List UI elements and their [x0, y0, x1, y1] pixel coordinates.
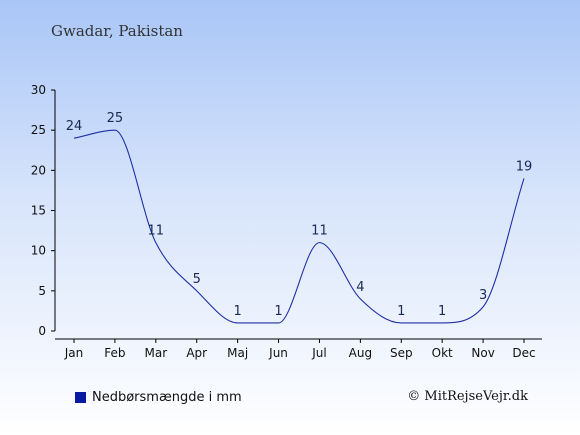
data-label: 1 [438, 304, 446, 319]
data-label: 11 [311, 224, 328, 239]
chart-title: Gwadar, Pakistan [51, 22, 183, 40]
legend: Nedbørsmængde i mm [75, 390, 242, 405]
x-tick-label: Maj [227, 346, 248, 360]
x-tick-label: Jun [268, 346, 288, 360]
y-tick-label: 30 [31, 83, 46, 97]
data-label: 11 [148, 224, 165, 239]
legend-label: Nedbørsmængde i mm [92, 390, 242, 405]
legend-swatch [75, 392, 86, 403]
x-tick-label: Jan [64, 346, 84, 360]
x-tick-label: Mar [144, 346, 167, 360]
series-line [73, 129, 525, 324]
y-tick-label: 10 [31, 244, 46, 258]
data-label: 3 [479, 288, 487, 303]
data-label: 24 [66, 119, 83, 134]
x-tick-label: Nov [471, 346, 494, 360]
data-label: 1 [274, 304, 282, 319]
y-tick-label: 0 [38, 324, 46, 338]
y-tick-label: 15 [31, 204, 46, 218]
y-tick-label: 25 [31, 123, 46, 137]
x-tick-label: Okt [432, 346, 453, 360]
x-tick-label: Dec [512, 346, 535, 360]
copyright-credit: © MitRejseVejr.dk [407, 389, 528, 404]
data-label: 1 [233, 304, 241, 319]
data-label: 25 [107, 111, 124, 126]
data-label: 4 [356, 280, 364, 295]
x-tick-label: Jul [311, 346, 326, 360]
data-label: 1 [397, 304, 405, 319]
x-tick-label: Feb [104, 346, 125, 360]
x-tick-label: Aug [349, 346, 372, 360]
data-label: 5 [193, 272, 201, 287]
x-tick-label: Sep [390, 346, 413, 360]
series-layer [73, 129, 525, 324]
y-tick-label: 5 [38, 284, 46, 298]
data-label: 19 [516, 159, 533, 174]
x-tick-label: Apr [186, 346, 207, 360]
y-tick-label: 20 [31, 163, 46, 177]
